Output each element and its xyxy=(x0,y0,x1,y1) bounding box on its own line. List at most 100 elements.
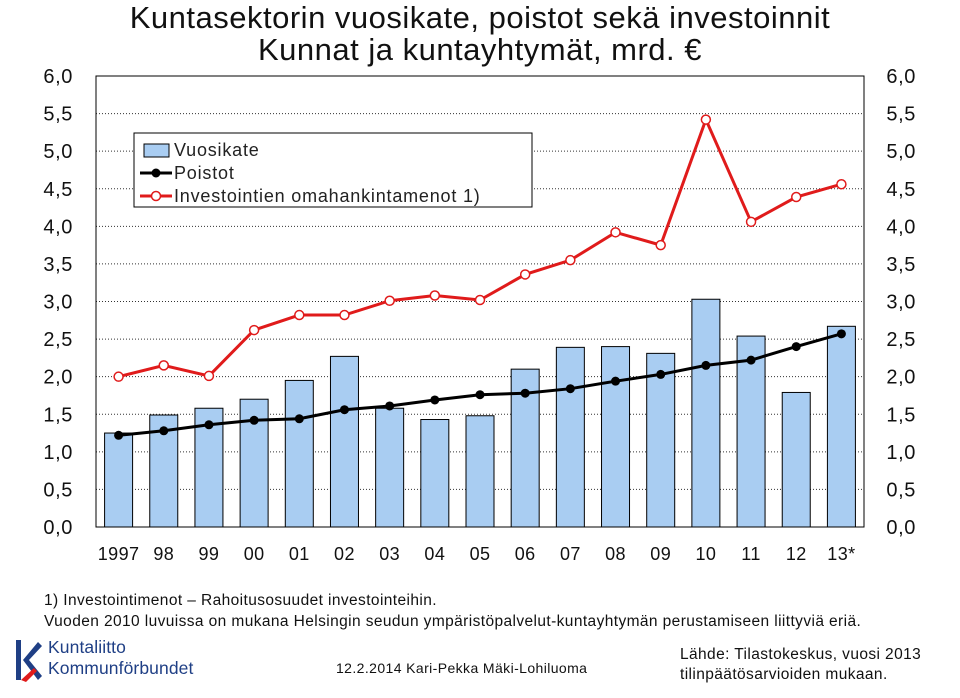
x-tick-label: 08 xyxy=(605,544,626,564)
point-investoinnit xyxy=(113,371,124,382)
bar-vuosikate xyxy=(781,391,811,528)
bar-vuosikate xyxy=(826,325,856,528)
x-tick-label: 03 xyxy=(379,544,400,564)
chart-subtitle: Kunnat ja kuntayhtymät, mrd. € xyxy=(257,32,703,67)
bar-vuosikate xyxy=(555,346,585,528)
point-poistot xyxy=(204,420,214,430)
bar-vuosikate xyxy=(420,419,450,528)
x-tick-label: 02 xyxy=(334,544,355,564)
bar-vuosikate xyxy=(284,379,314,528)
point-poistot xyxy=(294,414,304,424)
point-investoinnit xyxy=(700,114,712,125)
point-investoinnit xyxy=(745,216,757,228)
signature: 12.2.2014 Kari-Pekka Mäki-Lohiluoma xyxy=(336,660,588,676)
point-poistot xyxy=(746,355,756,365)
point-investoinnit xyxy=(429,290,441,301)
y-tick-label-left: 2,5 xyxy=(43,329,73,351)
point-poistot xyxy=(159,426,169,436)
point-investoinnit xyxy=(610,227,621,238)
point-investoinnit xyxy=(294,309,305,321)
y-tick-label-right: 0,0 xyxy=(886,517,916,539)
y-tick-label-left: 3,5 xyxy=(43,254,73,276)
y-tick-label-right: 1,5 xyxy=(886,404,916,426)
source-line-2: tilinpäätösarvioiden mukaan. xyxy=(680,666,888,683)
point-investoinnit xyxy=(203,370,215,382)
point-poistot xyxy=(114,430,124,440)
point-poistot xyxy=(836,329,846,339)
y-tick-label-right: 4,5 xyxy=(886,179,916,201)
point-investoinnit xyxy=(565,254,576,266)
x-tick-label: 06 xyxy=(515,544,536,564)
point-investoinnit xyxy=(384,295,395,306)
x-tick-label: 13* xyxy=(827,544,855,564)
bar-vuosikate xyxy=(375,407,405,528)
legend-label: Investointien omahankintamenot 1) xyxy=(174,186,481,206)
footnote-2: Vuoden 2010 luvuissa on mukana Helsingin… xyxy=(44,613,862,630)
y-tick-label-right: 5,0 xyxy=(886,141,916,163)
x-tick-label: 05 xyxy=(470,544,491,564)
bar-vuosikate xyxy=(646,352,676,528)
legend-swatch-vuosikate xyxy=(143,143,170,158)
y-tick-label-right: 3,0 xyxy=(886,292,916,314)
point-poistot xyxy=(656,369,666,379)
bar-vuosikate xyxy=(104,432,134,528)
point-poistot xyxy=(701,360,711,370)
legend-label: Vuosikate xyxy=(174,140,260,160)
chart-title: Kuntasektorin vuosikate, poistot sekä in… xyxy=(129,0,831,35)
y-tick-label-left: 0,5 xyxy=(43,479,73,501)
y-tick-label-left: 5,0 xyxy=(43,141,73,163)
bar-vuosikate xyxy=(465,415,495,528)
x-tick-label: 10 xyxy=(695,544,716,564)
chart-canvas: 0,00,51,01,52,02,53,03,54,04,55,05,56,0 … xyxy=(43,66,916,564)
y-tick-label-right: 0,5 xyxy=(886,479,916,501)
y-tick-label-left: 4,0 xyxy=(43,216,73,238)
legend-marker-investoinnit xyxy=(150,190,162,202)
y-tick-label-left: 3,0 xyxy=(43,292,73,314)
bars-layer xyxy=(104,298,856,528)
y-tick-label-right: 5,5 xyxy=(886,104,916,126)
right-y-axis: 0,0 0,5 1,0 1,5 2,0 2,5 3,0 3,5 4,0 4,5 5,0 5,5 6,0 xyxy=(886,66,916,539)
point-investoinnit xyxy=(474,294,486,306)
y-tick-label-left: 1,0 xyxy=(43,442,73,464)
point-investoinnit xyxy=(339,309,350,321)
y-tick-label-right: 2,0 xyxy=(886,367,916,389)
point-poistot xyxy=(475,390,485,400)
y-tick-label-left: 4,5 xyxy=(43,179,73,201)
x-tick-label: 09 xyxy=(650,544,671,564)
point-poistot xyxy=(385,401,395,411)
y-tick-label-right: 3,5 xyxy=(886,254,916,276)
x-tick-label: 12 xyxy=(786,544,807,564)
y-tick-label-left: 6,0 xyxy=(43,66,73,88)
bar-vuosikate xyxy=(691,298,721,528)
bar-vuosikate xyxy=(601,346,631,528)
point-investoinnit xyxy=(248,324,260,336)
legend-marker-poistot xyxy=(151,168,161,178)
x-tick-label: 1997 xyxy=(98,544,140,564)
bar-vuosikate xyxy=(329,355,359,528)
point-investoinnit xyxy=(836,178,847,190)
y-tick-label-left: 1,5 xyxy=(43,404,73,426)
x-tick-label: 04 xyxy=(424,544,445,564)
x-tick-label: 01 xyxy=(289,544,310,564)
left-y-axis: 0,0 0,5 1,0 1,5 2,0 2,5 3,0 3,5 4,0 4,5 5,0 5,5 6,0 xyxy=(43,66,73,539)
kuntaliitto-logo-mark xyxy=(16,640,42,682)
point-poistot xyxy=(611,376,621,386)
x-tick-label: 99 xyxy=(199,544,220,564)
lines-layer xyxy=(113,114,847,440)
y-tick-label-right: 6,0 xyxy=(886,66,916,88)
logo-text-line1: Kuntaliitto xyxy=(48,637,126,657)
bar-vuosikate xyxy=(736,335,766,528)
x-tick-label: 00 xyxy=(244,544,265,564)
legend: Vuosikate Poistot Investointien omahankint… xyxy=(133,132,533,208)
x-axis: 1997 98 99 00 01 02 03 04 05 06 07 08 09 10 11 12 13* xyxy=(98,544,855,564)
point-poistot xyxy=(520,388,530,398)
y-tick-label-left: 5,5 xyxy=(43,104,73,126)
point-investoinnit xyxy=(519,269,531,280)
point-investoinnit xyxy=(790,191,802,203)
legend-label: Poistot xyxy=(174,163,235,183)
kuntaliitto-logo: Kuntaliitto Kommunförbundet xyxy=(8,636,208,686)
y-tick-label-right: 4,0 xyxy=(886,216,916,238)
x-tick-label: 98 xyxy=(153,544,174,564)
point-investoinnit xyxy=(655,239,666,251)
point-poistot xyxy=(565,384,575,394)
